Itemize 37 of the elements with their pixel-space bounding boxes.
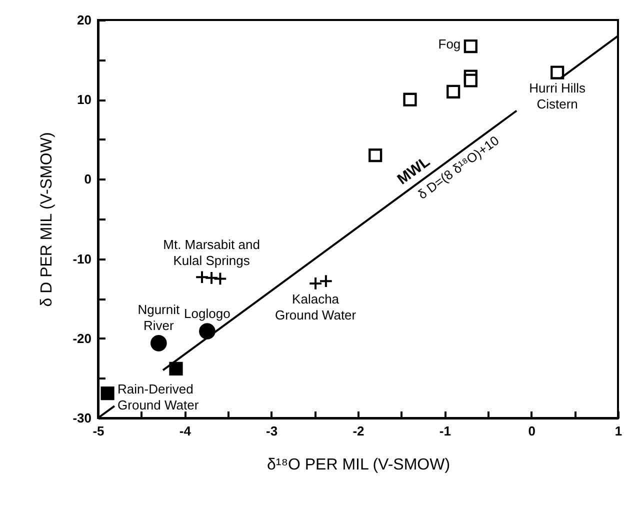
point <box>368 148 382 162</box>
point <box>204 270 218 285</box>
x-tick-label: -4 <box>179 424 192 438</box>
annotation: Rain-Derived Ground Water <box>118 381 200 412</box>
x-tick-label: -2 <box>352 424 364 438</box>
point <box>464 74 478 88</box>
annotation: Fog <box>438 36 461 52</box>
point <box>100 386 114 400</box>
annotation: Ngurnit River <box>138 302 180 334</box>
annotation: Kalacha Ground Water <box>274 291 357 322</box>
y-axis-title: δ D PER MIL (V-SMOW) <box>38 132 56 307</box>
x-tick-label: -3 <box>266 424 278 438</box>
y-tick-label: 10 <box>77 92 92 108</box>
point <box>308 276 322 290</box>
x-tick-label: -1 <box>439 424 451 438</box>
annotation: Hurri Hills Cistern <box>529 80 586 112</box>
y-tick-label: 0 <box>84 172 92 187</box>
y-tick-label: -10 <box>72 251 92 266</box>
point <box>446 84 460 98</box>
point <box>169 362 183 376</box>
x-tick-label: -5 <box>92 424 104 438</box>
x-tick-label: 0 <box>528 424 536 438</box>
x-tick-label: 1 <box>614 424 622 438</box>
point <box>403 92 417 106</box>
point <box>213 272 228 286</box>
point <box>319 274 333 288</box>
annotation: Loglogo <box>184 306 230 322</box>
y-tick-label: -30 <box>72 410 92 426</box>
point <box>464 39 478 54</box>
point <box>150 335 167 352</box>
x-axis-title: δ¹⁸O PER MIL (V-SMOW) <box>266 456 450 474</box>
point <box>550 66 564 80</box>
annotation: Mt. Marsabit and Kulal Springs <box>163 236 260 268</box>
y-tick-label: -20 <box>72 330 92 346</box>
point <box>199 323 216 340</box>
point <box>195 270 209 284</box>
y-tick-label: 20 <box>77 12 92 28</box>
